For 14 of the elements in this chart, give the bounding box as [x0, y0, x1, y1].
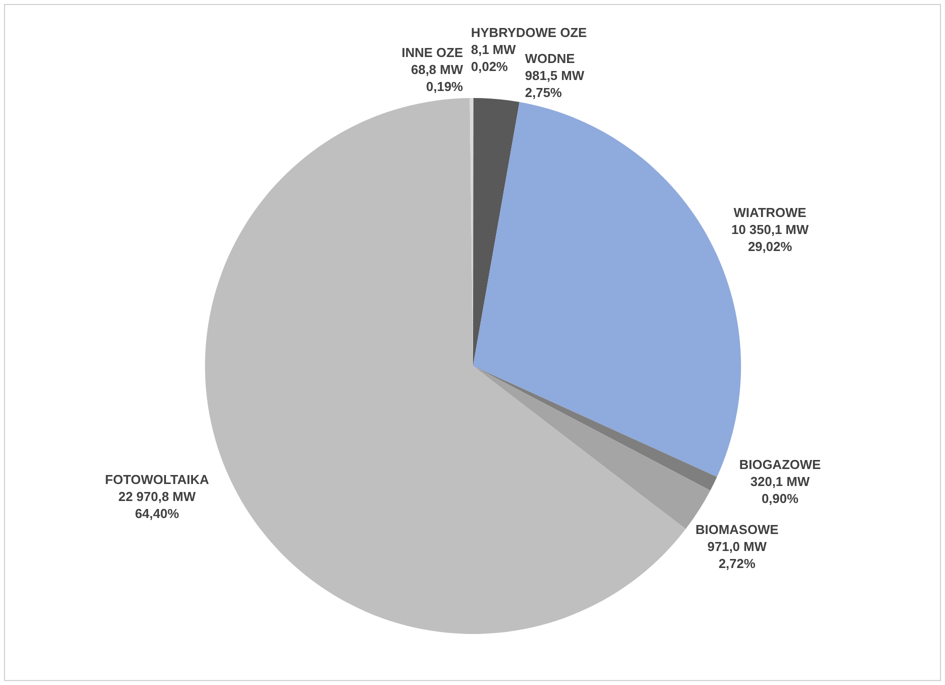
- data-label: 10 350,1 MW 29,02%: [731, 222, 810, 254]
- data-label: 320,1 MW 0,90%: [750, 474, 810, 506]
- slice-label: BIOMASOWE: [695, 522, 779, 537]
- data-label: 981,5 MW 2,75%: [525, 68, 585, 100]
- slice-label: WIATROWE: [734, 205, 807, 220]
- slice-label: FOTOWOLTAIKA: [105, 472, 210, 487]
- slice-label: HYBRYDOWE OZE: [471, 25, 588, 40]
- data-label: 8,1 MW 0,02%: [471, 42, 517, 74]
- slice-label: INNE OZE: [402, 45, 464, 60]
- slice-label: BIOGAZOWE: [739, 457, 822, 472]
- slice-label: WODNE: [525, 51, 576, 66]
- data-label: 68,8 MW 0,19%: [410, 62, 464, 94]
- data-label: 971,0 MW 2,72%: [707, 539, 768, 571]
- data-label: 22 970,8 MW 64,40%: [118, 489, 196, 521]
